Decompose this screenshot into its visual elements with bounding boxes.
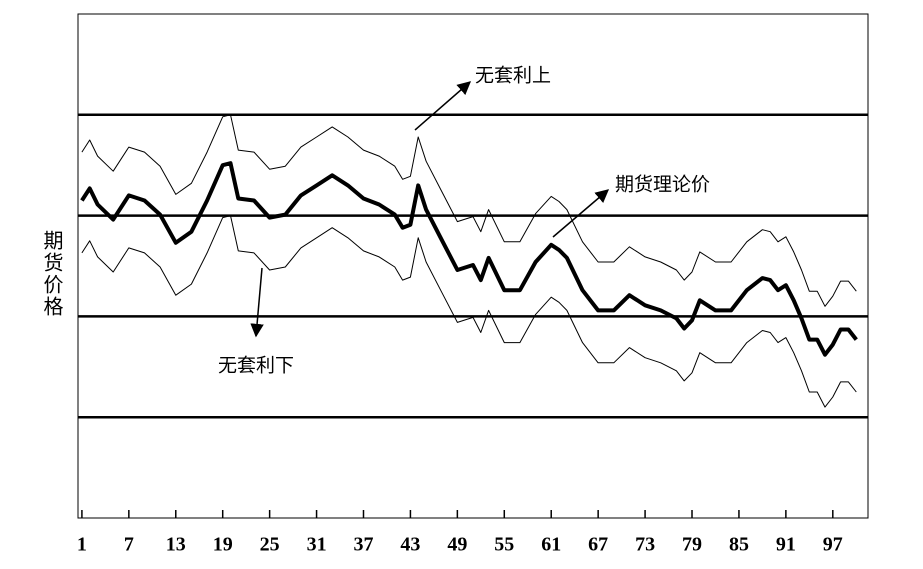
annotation: 无套利上 [475,65,551,87]
x-tick-label: 25 [260,534,280,556]
series-line [80,161,858,357]
x-tick-label: 37 [353,534,373,556]
x-tick-label: 79 [682,534,702,556]
x-tick-label: 73 [635,534,655,556]
plot-frame [77,13,869,519]
arrow [414,81,472,131]
x-tick-label: 43 [400,534,420,556]
series-line [81,215,857,408]
annotation: 期货理论价 [615,174,710,196]
x-tick-label: 31 [307,534,327,556]
x-tick-label: 19 [213,534,233,556]
x-tick-label: 1 [77,534,87,556]
x-tick-label: 13 [166,534,186,556]
x-tick-label: 85 [729,534,749,556]
x-tick-label: 91 [776,534,796,556]
annotation: 无套利下 [218,355,294,377]
x-tick-label: 55 [494,534,514,556]
x-tick-label: 7 [124,534,134,556]
series-line [81,114,857,307]
x-tick-label: 97 [823,534,843,556]
y-axis-label: 期货价格 [40,230,64,318]
arrow [250,267,264,338]
x-tick-label: 67 [588,534,608,556]
x-tick-label: 61 [541,534,561,556]
x-tick-label: 49 [447,534,467,556]
arrow [552,189,610,238]
